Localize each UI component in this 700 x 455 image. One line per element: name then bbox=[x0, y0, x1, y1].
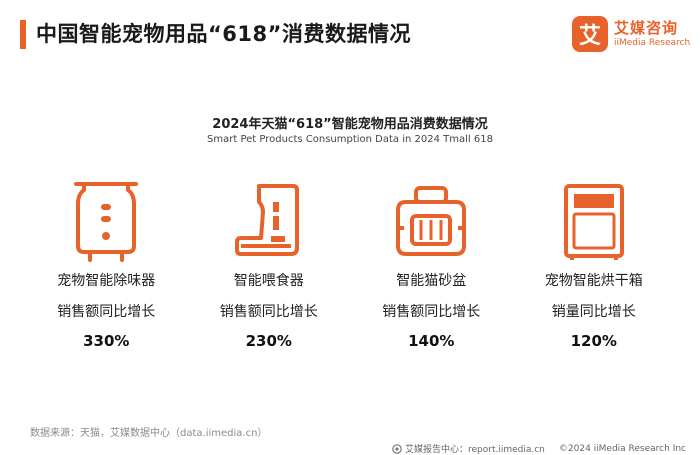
item-name: 智能猫砂盆 bbox=[396, 273, 467, 289]
item-name: 智能喂食器 bbox=[233, 273, 304, 289]
logo-name-en: iiMedia Research bbox=[614, 38, 691, 48]
item-metric: 销售额同比增长 bbox=[219, 304, 318, 320]
chart-subtitle: Smart Pet Products Consumption Data in 2… bbox=[207, 134, 493, 145]
product-stats-row: 宠物智能除味器 销售额同比增长 330% 智能喂食器 销售额同比增长 230% bbox=[25, 180, 675, 352]
item-metric: 销售额同比增长 bbox=[382, 304, 481, 320]
item-value: 120% bbox=[570, 332, 617, 350]
title-accent-bar bbox=[20, 20, 26, 49]
data-source-note: 数据来源：天猫，艾媒数据中心（data.iimedia.cn） bbox=[30, 428, 268, 439]
item-metric: 销售额同比增长 bbox=[57, 304, 156, 320]
pet-feeder-icon bbox=[224, 180, 314, 264]
item-value: 330% bbox=[83, 332, 130, 350]
item-value: 230% bbox=[245, 332, 292, 350]
logo-mark-icon: 艾 bbox=[572, 16, 608, 52]
logo-name-cn: 艾媒咨询 bbox=[614, 19, 679, 37]
item-name: 宠物智能除味器 bbox=[57, 273, 156, 289]
stat-item-deodorizer: 宠物智能除味器 销售额同比增长 330% bbox=[25, 180, 188, 352]
item-metric: 销量同比增长 bbox=[551, 304, 636, 320]
footer-copyright: ©2024 iiMedia Research Inc bbox=[558, 443, 686, 454]
chart-title: 2024年天猫“618”智能宠物用品消费数据情况 bbox=[212, 117, 488, 132]
footer: 艾媒报告中心：report.iimedia.cn ©2024 iiMedia R… bbox=[392, 442, 686, 455]
page-title: 中国智能宠物用品“618”消费数据情况 bbox=[36, 22, 411, 46]
logo-glyph: 艾 bbox=[578, 24, 601, 49]
footer-report-link[interactable]: 艾媒报告中心：report.iimedia.cn bbox=[404, 445, 545, 455]
stat-item-dryer-box: 宠物智能烘干箱 销量同比增长 120% bbox=[513, 180, 676, 352]
litter-box-icon bbox=[386, 180, 476, 264]
report-center-icon bbox=[392, 443, 402, 454]
item-value: 140% bbox=[408, 332, 455, 350]
stat-item-feeder: 智能喂食器 销售额同比增长 230% bbox=[188, 180, 351, 352]
dryer-box-icon bbox=[549, 180, 639, 264]
stat-item-litter-box: 智能猫砂盆 销售额同比增长 140% bbox=[350, 180, 513, 352]
air-purifier-icon bbox=[61, 180, 151, 264]
brand-logo: 艾 艾媒咨询 iiMedia Research bbox=[572, 16, 690, 52]
item-name: 宠物智能烘干箱 bbox=[544, 273, 643, 289]
